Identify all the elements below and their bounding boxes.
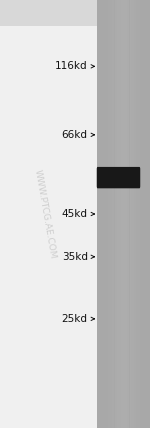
Bar	[123, 0, 124, 428]
Text: 66kd: 66kd	[62, 130, 88, 140]
Bar	[101, 0, 102, 428]
Bar	[132, 0, 134, 428]
Bar	[139, 0, 140, 428]
Bar	[128, 0, 129, 428]
Bar	[127, 0, 128, 428]
Bar	[113, 0, 114, 428]
Bar	[104, 0, 105, 428]
Bar	[145, 0, 146, 428]
Bar	[135, 0, 136, 428]
Bar	[149, 0, 150, 428]
Bar	[136, 0, 138, 428]
Bar	[98, 0, 99, 428]
Bar	[97, 0, 98, 428]
Bar	[129, 0, 131, 428]
Bar	[140, 0, 142, 428]
Bar	[102, 0, 103, 428]
Bar	[109, 0, 110, 428]
Bar	[125, 0, 127, 428]
Bar	[143, 0, 144, 428]
Text: 116kd: 116kd	[55, 61, 88, 71]
Bar	[131, 0, 132, 428]
Bar	[97, 0, 150, 428]
Bar	[116, 0, 117, 428]
Bar	[138, 0, 139, 428]
Bar	[134, 0, 135, 428]
Bar	[146, 0, 147, 428]
Bar	[112, 0, 113, 428]
Text: 25kd: 25kd	[62, 314, 88, 324]
Bar	[121, 0, 123, 428]
Bar	[124, 0, 125, 428]
Bar	[106, 0, 108, 428]
Bar	[108, 0, 109, 428]
Text: 35kd: 35kd	[62, 252, 88, 262]
Bar	[120, 0, 121, 428]
Text: WWW.PTCG.AE.COM: WWW.PTCG.AE.COM	[33, 169, 57, 259]
Bar	[119, 0, 120, 428]
Bar	[0, 0, 150, 26]
Bar	[99, 0, 101, 428]
Text: 45kd: 45kd	[62, 209, 88, 219]
Bar	[105, 0, 106, 428]
Bar	[142, 0, 143, 428]
Bar	[114, 0, 116, 428]
FancyBboxPatch shape	[97, 167, 140, 188]
Bar	[117, 0, 119, 428]
Bar	[147, 0, 149, 428]
Bar	[110, 0, 112, 428]
